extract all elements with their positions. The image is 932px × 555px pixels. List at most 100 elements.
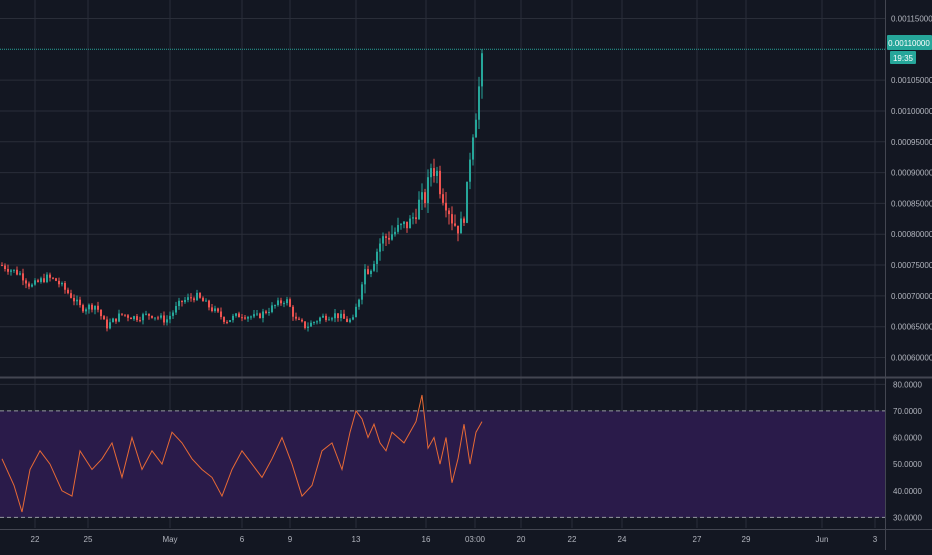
candle-body bbox=[91, 304, 93, 310]
candle-body bbox=[328, 319, 330, 321]
candle-body bbox=[265, 311, 267, 313]
candle-body bbox=[202, 297, 204, 302]
rsi-axis-tick-label: 50.0000 bbox=[893, 460, 922, 469]
price-axis-tick-label: 0.00090000 bbox=[891, 169, 932, 178]
candle-body bbox=[157, 317, 159, 319]
candle-body bbox=[367, 269, 369, 274]
candle-body bbox=[475, 119, 477, 138]
candle-body bbox=[103, 316, 105, 320]
axis-layer: 0.00060000 0.00065000 0.00070000 0.00075000… bbox=[0, 14, 932, 544]
candle-body bbox=[205, 300, 207, 302]
rsi-axis-tick-label: 40.0000 bbox=[893, 487, 922, 496]
candle-body bbox=[313, 322, 315, 324]
candle-body bbox=[463, 218, 465, 223]
candle-body bbox=[397, 225, 399, 232]
candle-body bbox=[244, 317, 246, 319]
candle-body bbox=[94, 305, 96, 310]
time-axis-tick-label: 3 bbox=[873, 535, 878, 544]
candle-body bbox=[277, 300, 279, 306]
candle-body bbox=[112, 318, 114, 323]
candle-body bbox=[115, 318, 117, 322]
candle-body bbox=[37, 280, 39, 282]
candle-body bbox=[346, 318, 348, 322]
candle-body bbox=[76, 299, 78, 302]
candle-body bbox=[247, 316, 249, 319]
candle-body bbox=[127, 315, 129, 318]
candle-body bbox=[49, 274, 51, 278]
candle-body bbox=[136, 316, 138, 321]
label-layer: 0.00110000 19:35 bbox=[887, 35, 932, 64]
candle-body bbox=[52, 277, 54, 279]
candle-body bbox=[334, 313, 336, 319]
rsi-layer bbox=[1, 394, 483, 513]
candle-body bbox=[193, 298, 195, 301]
candle-body bbox=[25, 280, 27, 284]
candle-body bbox=[343, 313, 345, 319]
candle-body bbox=[319, 317, 321, 322]
candle-body bbox=[415, 217, 417, 220]
candle-body bbox=[22, 273, 24, 281]
candle-body bbox=[409, 218, 411, 229]
candle-body bbox=[238, 313, 240, 318]
candle-body bbox=[34, 280, 36, 285]
time-axis-tick-label: 20 bbox=[517, 535, 526, 544]
candle-body bbox=[142, 314, 144, 321]
candle-body bbox=[211, 307, 213, 312]
candle-body bbox=[451, 214, 453, 224]
candle-body bbox=[70, 293, 72, 298]
candle-body bbox=[7, 269, 9, 272]
candle-body bbox=[289, 299, 291, 307]
candle-body bbox=[121, 313, 123, 315]
rsi-axis-tick-label: 30.0000 bbox=[893, 513, 922, 522]
candle-body bbox=[352, 317, 354, 320]
candle-body bbox=[106, 319, 108, 329]
candle-body bbox=[259, 313, 261, 319]
candle-body bbox=[1, 265, 3, 267]
candle-body bbox=[223, 317, 225, 322]
candle-body bbox=[412, 217, 414, 219]
candle-body bbox=[436, 170, 438, 176]
candle-body bbox=[232, 315, 234, 321]
rsi-axis-tick-label: 60.0000 bbox=[893, 434, 922, 443]
candle-body bbox=[133, 316, 135, 320]
candle-body bbox=[109, 322, 111, 329]
candle-body bbox=[130, 317, 132, 320]
candle-body bbox=[442, 194, 444, 203]
rsi-band-layer bbox=[0, 410, 885, 518]
candle-body bbox=[310, 322, 312, 327]
candle-body bbox=[175, 306, 177, 313]
candle-body bbox=[391, 234, 393, 240]
candle-body bbox=[439, 170, 441, 195]
rsi-axis-tick-label: 80.0000 bbox=[893, 380, 922, 389]
candle-body bbox=[340, 313, 342, 319]
candle-body bbox=[61, 283, 63, 285]
candle-body bbox=[181, 300, 183, 303]
price-axis-tick-label: 0.00115000 bbox=[891, 14, 932, 23]
candle-body bbox=[388, 237, 390, 240]
candle-body bbox=[226, 321, 228, 323]
candle-body bbox=[184, 299, 186, 303]
last-price-label: 0.00110000 bbox=[888, 39, 930, 48]
time-axis-tick-label: Jun bbox=[816, 535, 829, 544]
candle-body bbox=[301, 319, 303, 322]
candle-body bbox=[433, 168, 435, 176]
candle-body bbox=[16, 269, 18, 275]
candle-body bbox=[307, 326, 309, 328]
candle-body bbox=[187, 297, 189, 300]
candle-body bbox=[67, 289, 69, 294]
candle-body bbox=[382, 236, 384, 244]
candle-body bbox=[322, 315, 324, 318]
candle-body bbox=[250, 316, 252, 318]
candle-body bbox=[55, 278, 57, 281]
time-axis-tick-label: 29 bbox=[742, 535, 751, 544]
candle-body bbox=[85, 309, 87, 312]
candle-body bbox=[163, 315, 165, 323]
time-axis-tick-label: 03:00 bbox=[465, 535, 486, 544]
candle-body bbox=[400, 224, 402, 226]
candle-body bbox=[19, 273, 21, 275]
last-price-label-bg bbox=[887, 35, 932, 50]
candle-body bbox=[82, 305, 84, 312]
time-axis-tick-label: 16 bbox=[422, 535, 431, 544]
